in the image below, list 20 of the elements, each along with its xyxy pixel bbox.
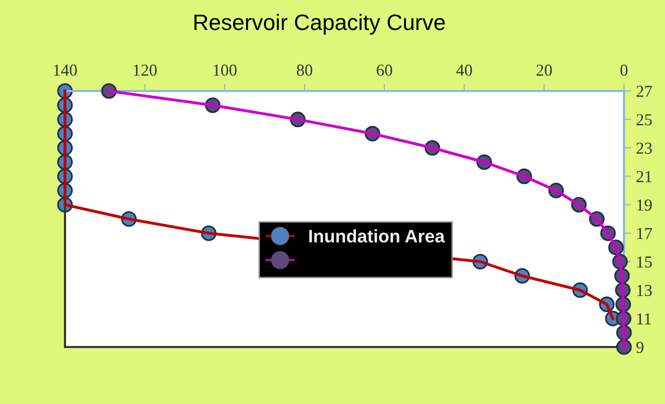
legend-label: Inundation Area (309, 229, 445, 243)
y-tick-label: 9 (636, 342, 644, 353)
y-tick-label: 19 (637, 200, 652, 211)
y-tick-label: 21 (636, 171, 652, 182)
y-tick-label: 27 (636, 86, 652, 97)
y-tick-label: 15 (637, 256, 652, 268)
x-tick-label: 120 (134, 64, 157, 76)
x-tick-label: 80 (296, 64, 312, 76)
y-tick-label: 13 (637, 284, 652, 296)
y-tick-label: 25 (636, 114, 652, 126)
chart-title: Reservoir Capacity Curve (194, 14, 445, 35)
y-tick-label: 17 (637, 228, 652, 240)
x-tick-label: 140 (54, 64, 77, 76)
y-tick-label: 11 (637, 313, 651, 324)
x-tick-label: 60 (376, 64, 392, 76)
x-tick-label: 100 (214, 64, 237, 76)
x-tick-label: 40 (456, 64, 472, 76)
x-tick-label: 0 (620, 64, 628, 76)
x-tick-label: 20 (536, 64, 552, 76)
y-tick-label: 23 (636, 142, 652, 154)
